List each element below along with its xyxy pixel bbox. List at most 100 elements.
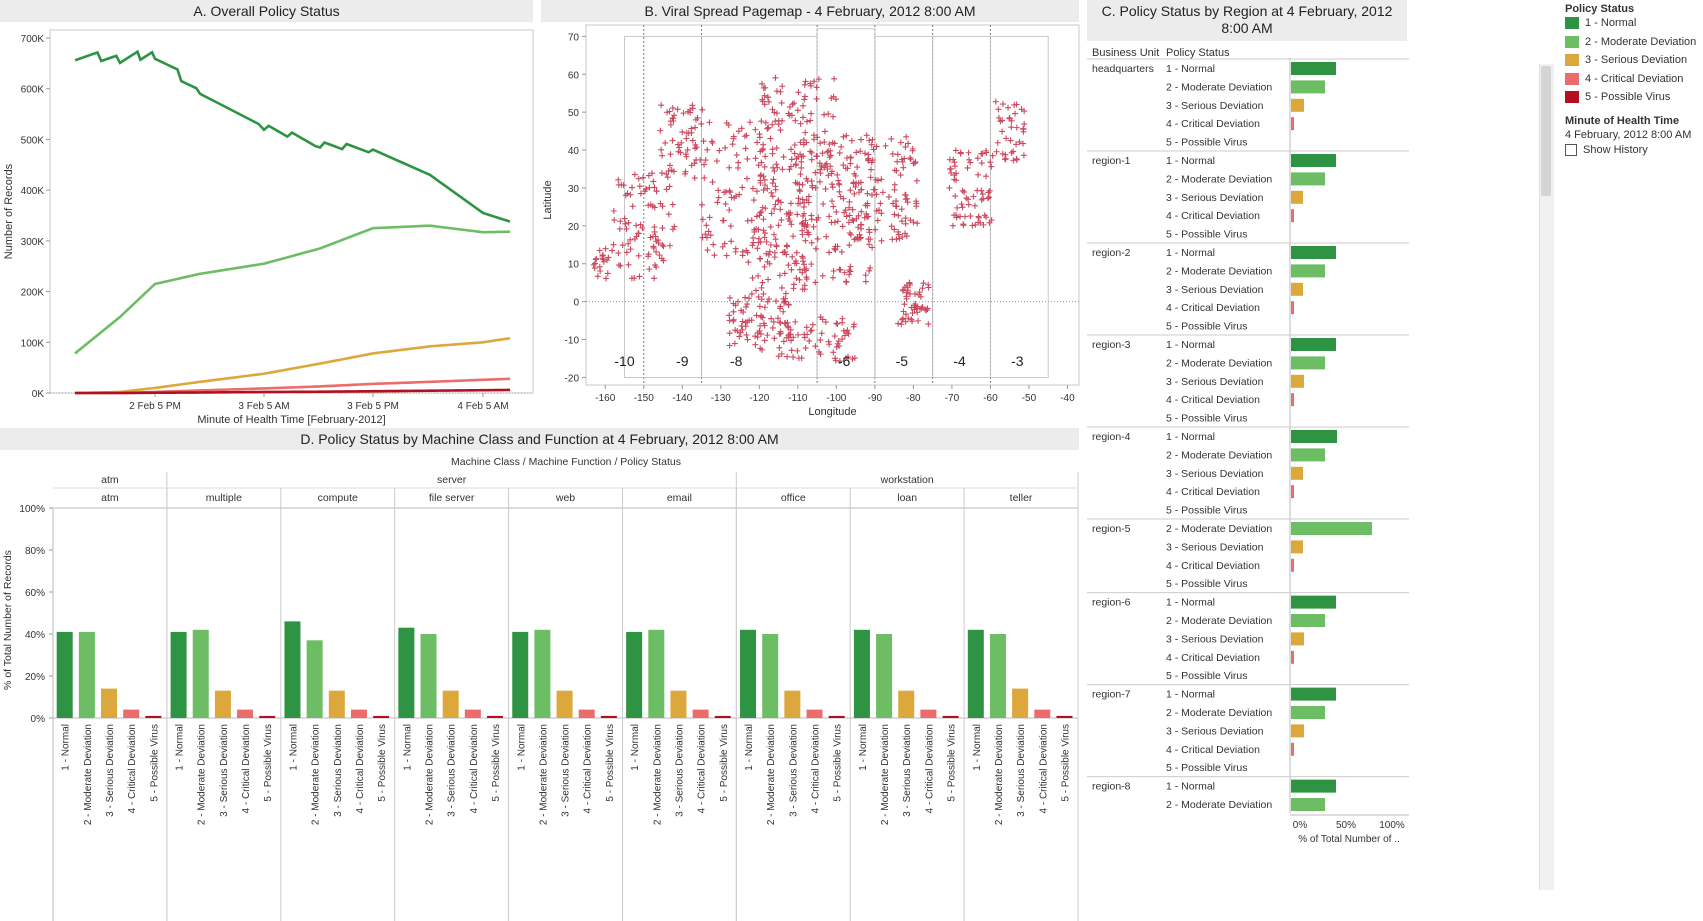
virus-mark [905, 140, 912, 147]
legend-swatch [1565, 17, 1579, 30]
virus-mark [753, 225, 760, 232]
legend-item[interactable]: 1 - Normal [1565, 17, 1636, 35]
virus-mark [908, 316, 915, 323]
col-business-unit: Business Unit [1092, 47, 1160, 59]
virus-mark [679, 129, 686, 136]
virus-mark [925, 281, 932, 288]
machine-bar [350, 709, 367, 718]
virus-mark [732, 327, 739, 334]
policy-status-label: 2 - Moderate Deviation [1166, 799, 1272, 811]
region-bar [1291, 742, 1294, 756]
virus-mark [821, 164, 828, 171]
virus-mark [755, 162, 762, 169]
virus-mark [815, 76, 822, 83]
virus-mark [802, 129, 809, 136]
virus-mark [808, 216, 815, 223]
virus-mark [903, 133, 910, 140]
virus-mark [760, 227, 767, 234]
checkbox-box[interactable] [1565, 144, 1577, 157]
region-bar [1291, 282, 1303, 296]
virus-mark [984, 195, 991, 202]
virus-mark [853, 149, 860, 156]
virus-mark [777, 127, 784, 134]
virus-mark [744, 217, 751, 224]
virus-mark [1020, 128, 1027, 135]
virus-mark [958, 201, 965, 208]
virus-mark [762, 84, 769, 91]
region-bar [1291, 393, 1294, 407]
y-tick-label: 400K [21, 186, 45, 197]
legend-item[interactable]: 2 - Moderate Deviation [1565, 36, 1696, 54]
virus-mark [1016, 138, 1023, 145]
zone-label: -6 [838, 353, 851, 369]
machine-bar [259, 715, 276, 718]
virus-mark [704, 146, 711, 153]
virus-mark [783, 251, 790, 258]
policy-status-label: 4 - Critical Deviation [1166, 210, 1260, 222]
virus-mark [788, 156, 795, 163]
virus-mark [667, 118, 674, 125]
virus-mark [788, 146, 795, 153]
virus-mark [768, 189, 775, 196]
region-bar [1291, 117, 1294, 131]
x-tick-label: -100 [826, 393, 846, 404]
virus-mark [840, 133, 847, 140]
region-scrollbar[interactable] [1539, 64, 1554, 890]
virus-mark [760, 145, 767, 152]
business-unit-label: region-6 [1092, 597, 1131, 609]
virus-mark [802, 78, 809, 85]
policy-status-label: 1 - Normal [1166, 431, 1215, 443]
virus-mark [816, 348, 823, 355]
virus-mark [735, 159, 742, 166]
virus-mark [760, 187, 767, 194]
virus-mark [992, 98, 999, 105]
virus-mark [663, 170, 670, 177]
virus-mark [807, 328, 814, 335]
virus-mark [777, 303, 784, 310]
machine-bar [1034, 709, 1051, 718]
region-bar [1291, 172, 1325, 186]
business-unit-label: region-2 [1092, 247, 1131, 259]
virus-mark [808, 156, 815, 163]
virus-mark [671, 223, 678, 230]
virus-mark [622, 220, 629, 227]
x-tick-label: 3 Feb 5 AM [238, 401, 289, 412]
region-bar [1291, 301, 1294, 315]
show-history-checkbox[interactable]: Show History [1565, 144, 1648, 157]
virus-mark [799, 219, 806, 226]
legend-item[interactable]: 5 - Possible Virus [1565, 91, 1670, 109]
policy-status-label: 4 - Critical Deviation [1166, 486, 1260, 498]
region-scrollbar-thumb[interactable] [1541, 66, 1551, 196]
virus-mark [790, 354, 797, 361]
virus-mark [878, 210, 885, 217]
status-tick-label: 1 - Normal [402, 724, 413, 771]
legend-item[interactable]: 4 - Critical Deviation [1565, 73, 1683, 91]
virus-mark [699, 216, 706, 223]
virus-mark [899, 316, 906, 323]
virus-mark [819, 150, 826, 157]
virus-mark [835, 180, 842, 187]
virus-mark [841, 209, 848, 216]
virus-mark [891, 226, 898, 233]
legend-item[interactable]: 3 - Serious Deviation [1565, 54, 1687, 72]
y-tick-label: -20 [565, 373, 580, 384]
virus-mark [758, 296, 765, 303]
x-tick-label: 100% [1379, 820, 1405, 831]
virus-mark [769, 150, 776, 157]
virus-mark [683, 135, 690, 142]
virus-mark [714, 199, 721, 206]
virus-mark [761, 182, 768, 189]
legend-label: 5 - Possible Virus [1585, 91, 1671, 103]
virus-mark [952, 147, 959, 154]
virus-mark [897, 139, 904, 146]
region-bar [1291, 540, 1303, 554]
virus-mark [796, 266, 803, 273]
region-bar [1291, 687, 1336, 701]
virus-mark [625, 261, 632, 268]
virus-mark [987, 159, 994, 166]
status-tick-label: 4 - Critical Deviation [127, 724, 138, 813]
virus-mark [691, 175, 698, 182]
virus-mark [799, 181, 806, 188]
virus-mark [754, 139, 761, 146]
machine-bar [420, 634, 437, 718]
